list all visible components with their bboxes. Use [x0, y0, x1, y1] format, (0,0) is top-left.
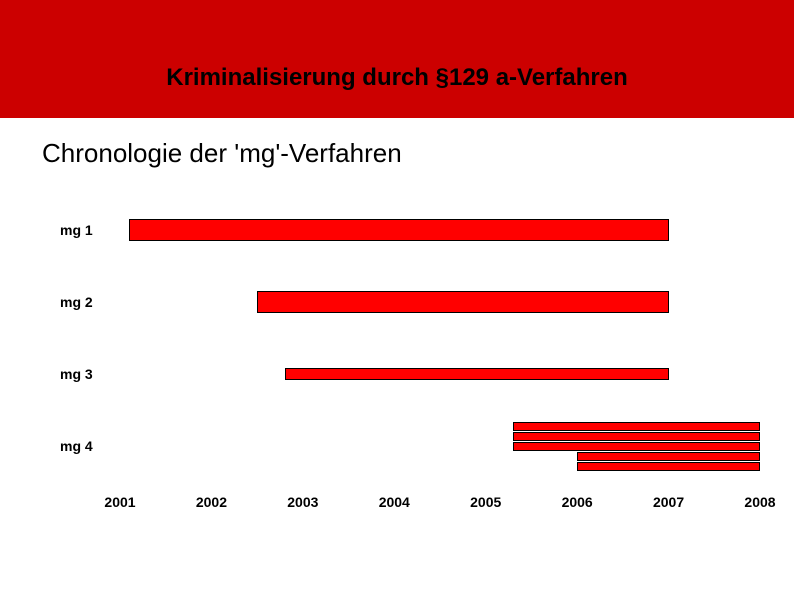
- gantt-bar: [577, 462, 760, 471]
- gantt-bar: [257, 291, 668, 313]
- x-tick: 2008: [744, 494, 775, 510]
- gantt-chart: mg 1 mg 2 mg 3 mg 4 2001 2002 2003 2004 2005 200…: [60, 200, 760, 550]
- x-tick: 2006: [562, 494, 593, 510]
- x-tick: 2007: [653, 494, 684, 510]
- bar-area: [120, 344, 760, 404]
- x-tick: 2002: [196, 494, 227, 510]
- x-tick: 2005: [470, 494, 501, 510]
- x-axis: 20012002200320042005200620072008: [120, 494, 760, 514]
- chart-row: mg 4: [60, 416, 760, 476]
- gantt-bar: [513, 422, 760, 431]
- chart-row: mg 2: [60, 272, 760, 332]
- slide-subtitle: Chronologie der 'mg'-Verfahren: [42, 138, 402, 169]
- x-tick: 2003: [287, 494, 318, 510]
- bar-area: [120, 272, 760, 332]
- slide: Kriminalisierung durch §129 a-Verfahren …: [0, 0, 794, 595]
- x-tick: 2001: [104, 494, 135, 510]
- x-tick: 2004: [379, 494, 410, 510]
- row-label: mg 2: [60, 294, 120, 310]
- gantt-bar: [513, 432, 760, 441]
- slide-title: Kriminalisierung durch §129 a-Verfahren: [166, 64, 628, 92]
- row-label: mg 1: [60, 222, 120, 238]
- gantt-bar: [513, 442, 760, 451]
- bar-area: [120, 200, 760, 260]
- chart-row: mg 3: [60, 344, 760, 404]
- row-label: mg 4: [60, 438, 120, 454]
- bar-area: [120, 416, 760, 476]
- chart-row: mg 1: [60, 200, 760, 260]
- gantt-bar: [285, 368, 669, 380]
- title-band: Kriminalisierung durch §129 a-Verfahren: [0, 0, 794, 118]
- gantt-bar: [129, 219, 668, 241]
- gantt-bar: [577, 452, 760, 461]
- row-label: mg 3: [60, 366, 120, 382]
